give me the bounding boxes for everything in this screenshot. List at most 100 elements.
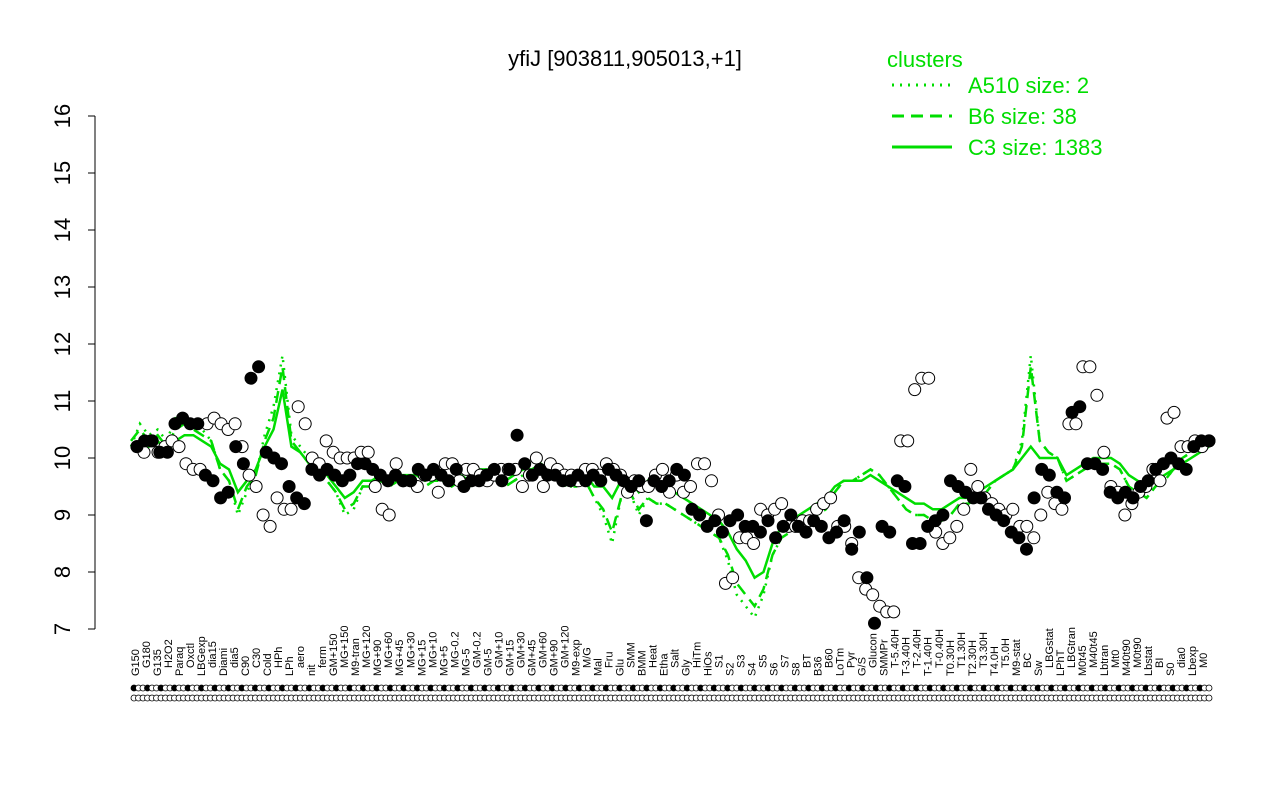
data-point-open (242, 468, 256, 482)
points-layer (130, 360, 1216, 630)
data-point-filled (1042, 468, 1056, 482)
data-point-filled (868, 616, 881, 630)
data-point-filled (518, 457, 532, 471)
x-category-label: T5.0H (1000, 638, 1012, 668)
x-category-label: MG+45 (394, 640, 406, 676)
x-category-label: BT (802, 654, 814, 668)
x-category-label: HiOs (703, 651, 715, 676)
x-category-label: dia15 (207, 641, 219, 668)
legend-title: clusters (887, 47, 963, 72)
data-point-open (172, 440, 186, 454)
x-category-label: S7 (780, 655, 792, 668)
x-category-label: Diami (218, 648, 230, 676)
x-category-label: T-0.40H (934, 629, 946, 668)
data-point-filled (282, 480, 296, 493)
data-point-filled (677, 468, 691, 482)
x-category-label: M9-exp (570, 639, 582, 676)
data-point-filled (1141, 474, 1155, 488)
data-point-filled (1096, 462, 1110, 476)
data-point-filled (503, 462, 516, 476)
data-point-open (1090, 388, 1104, 402)
x-category-label: BI (1154, 658, 1166, 668)
x-category-label: G135 (152, 649, 164, 676)
data-point-filled (974, 491, 988, 505)
data-point-open (529, 451, 543, 465)
data-point-filled (632, 474, 646, 488)
x-category-label: Etha (659, 652, 671, 676)
y-tick-label: 13 (50, 275, 75, 299)
x-category-label: dia5 (229, 647, 241, 668)
data-point-open (922, 371, 936, 385)
data-point-filled (837, 514, 851, 528)
data-point-filled (487, 462, 501, 476)
x-category-label: G180 (141, 641, 153, 668)
x-category-label: Mal (592, 658, 604, 676)
x-category-label: Heat (648, 645, 660, 668)
x-category-label: MG-0.2 (449, 631, 461, 668)
x-category-label: GM+90 (548, 640, 560, 676)
x-category-label: M0t90 (1132, 637, 1144, 668)
x-category-label: GM+30 (515, 632, 527, 668)
x-category-label: Gly (681, 659, 693, 676)
data-point-filled (221, 485, 235, 499)
x-category-label: Paraq (174, 647, 186, 676)
data-point-filled (229, 440, 243, 454)
x-category-label: M9-tran (350, 638, 362, 676)
data-point-open (389, 457, 403, 471)
x-category-label: C30 (251, 648, 263, 668)
data-point-open (1083, 360, 1097, 374)
data-point-open (775, 497, 789, 511)
x-category-label: M9-stat (1011, 639, 1023, 676)
data-point-filled (845, 542, 859, 556)
x-category-label: T1.30H (956, 632, 968, 668)
data-point-open (1069, 417, 1083, 431)
y-tick-label: 8 (50, 566, 75, 578)
x-category-label: M0 (1198, 653, 1210, 668)
x-category-label: MG+10 (427, 632, 439, 668)
data-point-open (256, 508, 270, 522)
data-point-filled (776, 519, 790, 533)
x-category-label: MG-5 (460, 649, 472, 677)
y-tick-label: 11 (50, 390, 75, 413)
x-category-label: MG+5 (438, 646, 450, 676)
data-point-open (957, 502, 971, 516)
data-point-filled (715, 525, 729, 539)
data-point-open (866, 588, 880, 602)
data-point-open (319, 434, 333, 448)
data-point-open (747, 537, 761, 550)
x-category-label: S5 (758, 655, 770, 668)
data-point-open (515, 480, 529, 493)
y-tick-label: 12 (50, 332, 75, 356)
data-point-filled (1202, 434, 1216, 448)
data-point-open (298, 417, 312, 431)
x-category-label: GM+15 (504, 640, 516, 676)
data-point-filled (913, 537, 927, 550)
x-category-label: T4.0H (989, 646, 1001, 676)
x-category-label: GM+45 (526, 640, 538, 676)
data-point-open (536, 480, 550, 493)
data-point-filled (1027, 491, 1041, 505)
y-axis: 7 8 9 10 11 12 13 14 15 16 (50, 104, 96, 635)
data-point-filled (145, 434, 159, 448)
legend-label: A510 size: 2 (968, 73, 1089, 98)
data-point-open (971, 480, 985, 493)
legend-label: C3 size: 1383 (968, 135, 1103, 160)
y-tick-label: 16 (50, 104, 75, 128)
x-category-label: GM+10 (493, 632, 505, 668)
x-category-label: Salt (670, 649, 682, 668)
chart-title: yfiJ [903811,905013,+1] (508, 46, 742, 71)
x-category-label: ferm (317, 646, 329, 668)
data-point-filled (160, 445, 174, 459)
legend: clusters A510 size: 2 B6 size: 38 C3 size:… (887, 47, 1103, 160)
x-category-label: S2 (725, 663, 737, 676)
data-point-open (684, 480, 697, 493)
data-point-filled (244, 371, 258, 385)
x-category-label: LBGtran (1066, 627, 1078, 668)
x-category-label: Lbstat (1143, 646, 1155, 676)
x-category-label: Glu (615, 659, 627, 676)
x-category-label: T3.30H (978, 632, 990, 668)
data-point-filled (639, 514, 653, 528)
x-category-label: BC (1022, 653, 1034, 668)
x-category-label: LBGexp (196, 636, 208, 676)
